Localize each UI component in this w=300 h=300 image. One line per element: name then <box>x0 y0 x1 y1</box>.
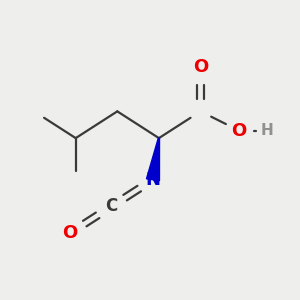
Text: H: H <box>261 123 274 138</box>
Polygon shape <box>146 138 160 181</box>
Text: O: O <box>193 58 208 76</box>
Text: N: N <box>146 171 160 189</box>
Text: C: C <box>105 197 118 215</box>
Text: O: O <box>232 122 247 140</box>
Text: O: O <box>62 224 77 242</box>
